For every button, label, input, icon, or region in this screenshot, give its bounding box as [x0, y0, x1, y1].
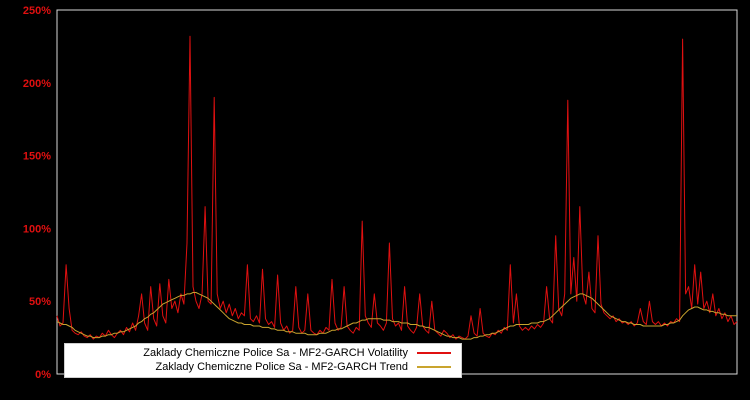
y-axis-tick-label: 0%: [35, 369, 51, 381]
y-axis-tick-label: 50%: [29, 296, 51, 308]
y-axis-tick-label: 150%: [23, 151, 51, 163]
plot-frame: [56, 9, 738, 375]
legend-label-trend: Zaklady Chemiczne Police Sa - MF2-GARCH …: [155, 361, 408, 373]
trend-line: [56, 292, 737, 340]
y-axis-tick-label: 250%: [23, 5, 51, 17]
trend-line-sample: [417, 366, 451, 368]
legend: Zaklady Chemiczne Police Sa - MF2-GARCH …: [64, 343, 462, 378]
legend-item-volatility: Zaklady Chemiczne Police Sa - MF2-GARCH …: [75, 346, 451, 360]
legend-label-volatility: Zaklady Chemiczne Police Sa - MF2-GARCH …: [143, 347, 408, 359]
y-axis-tick-label: 100%: [23, 223, 51, 235]
volatility-line-sample: [417, 352, 451, 354]
legend-item-trend: Zaklady Chemiczne Police Sa - MF2-GARCH …: [75, 360, 451, 374]
volatility-line: [56, 35, 738, 340]
y-axis-tick-label: 200%: [23, 78, 51, 90]
